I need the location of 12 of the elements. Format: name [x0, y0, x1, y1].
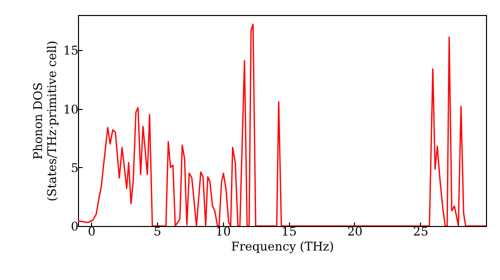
x-tick-label: 15 — [281, 224, 297, 238]
x-tick-label: 20 — [347, 224, 363, 238]
y-tick-label: 5 — [70, 160, 78, 175]
x-tick-label: 10 — [216, 224, 231, 238]
x-axis-title: Frequency (THz) — [231, 240, 334, 254]
line-series — [78, 24, 486, 226]
y-tick-label: 10 — [63, 102, 78, 116]
x-tick-label: 0 — [88, 224, 96, 238]
x-tick-label: 5 — [154, 224, 162, 238]
y-axis-title: Phonon DOS (States/THz·primitive cell) — [31, 40, 60, 202]
y-tick-label: 15 — [63, 44, 78, 58]
x-tick-label: 25 — [413, 224, 428, 238]
